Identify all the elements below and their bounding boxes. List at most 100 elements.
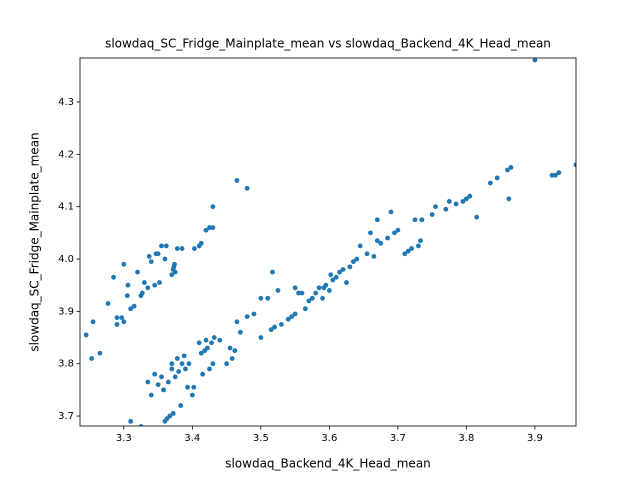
point (196, 340, 202, 346)
point (244, 185, 250, 191)
point (323, 282, 329, 288)
point (170, 411, 176, 416)
point (326, 288, 332, 293)
point (573, 162, 576, 168)
point (374, 238, 380, 244)
point (148, 259, 154, 265)
point (131, 303, 137, 309)
point (186, 361, 192, 367)
point (292, 311, 298, 317)
point (395, 227, 401, 233)
point (181, 353, 187, 359)
point (207, 225, 212, 231)
x-axis-label: slowdaq_Backend_4K_Head_mean (225, 457, 431, 471)
point (145, 285, 151, 291)
point (234, 319, 240, 325)
point (371, 253, 377, 259)
point (165, 379, 171, 385)
point (227, 345, 233, 351)
y-axis-label: slowdaq_SC_Fridge_Mainplate_mean (28, 132, 42, 351)
point (163, 243, 169, 249)
point (191, 384, 197, 390)
point (328, 272, 334, 278)
point (203, 337, 209, 343)
point (258, 295, 264, 301)
point (508, 165, 514, 170)
point (121, 261, 127, 267)
point (296, 290, 301, 296)
x-tick-label: 3.8 (458, 433, 474, 444)
point (169, 366, 175, 372)
point (232, 348, 238, 354)
point (385, 235, 391, 241)
point (279, 322, 284, 327)
point (174, 356, 180, 361)
point (148, 392, 154, 398)
point (368, 230, 373, 236)
point (203, 227, 209, 233)
point (89, 356, 95, 361)
point (155, 382, 161, 388)
point (159, 374, 164, 380)
x-tick-label: 3.3 (116, 433, 132, 444)
point (347, 264, 353, 270)
point (453, 201, 459, 207)
axes-frame (79, 57, 577, 427)
point (289, 314, 295, 319)
point (135, 269, 140, 275)
point (145, 379, 151, 385)
point (119, 315, 125, 321)
point (412, 217, 418, 223)
point (189, 392, 195, 398)
point (152, 371, 158, 377)
point (207, 366, 212, 372)
point (179, 361, 185, 367)
point (141, 280, 147, 285)
point (244, 314, 250, 319)
point (275, 288, 281, 293)
y-tick-label: 3.7 (58, 411, 74, 422)
point (378, 240, 384, 246)
x-tick-label: 3.6 (321, 433, 337, 444)
point (155, 251, 161, 257)
point (388, 209, 394, 215)
point (306, 298, 312, 304)
point (433, 204, 438, 210)
point (463, 196, 469, 202)
point (344, 280, 349, 285)
point (174, 246, 180, 251)
point (83, 332, 89, 338)
point (185, 384, 190, 390)
point (179, 246, 185, 251)
point (139, 290, 145, 296)
point (268, 327, 274, 333)
point (350, 259, 356, 265)
point (265, 295, 271, 301)
point (169, 272, 175, 278)
point (152, 282, 158, 288)
y-tick-label: 4.0 (58, 254, 74, 265)
point (467, 193, 473, 199)
x-tick-label: 3.4 (184, 433, 200, 444)
point (505, 167, 510, 173)
point (183, 366, 188, 372)
point (217, 337, 223, 343)
point (364, 251, 370, 257)
point (210, 225, 216, 231)
y-tick-label: 4.2 (58, 149, 74, 160)
point (114, 315, 120, 321)
point (90, 319, 96, 325)
point (330, 277, 336, 283)
x-tick-label: 3.7 (390, 433, 406, 444)
point (161, 387, 166, 393)
point (234, 178, 240, 183)
point (549, 172, 555, 178)
point (320, 295, 325, 301)
point (229, 356, 235, 361)
y-tick-label: 4.1 (58, 202, 74, 213)
point (162, 256, 168, 262)
x-tick-label: 3.9 (527, 433, 543, 444)
point (169, 361, 175, 367)
point (258, 335, 264, 340)
